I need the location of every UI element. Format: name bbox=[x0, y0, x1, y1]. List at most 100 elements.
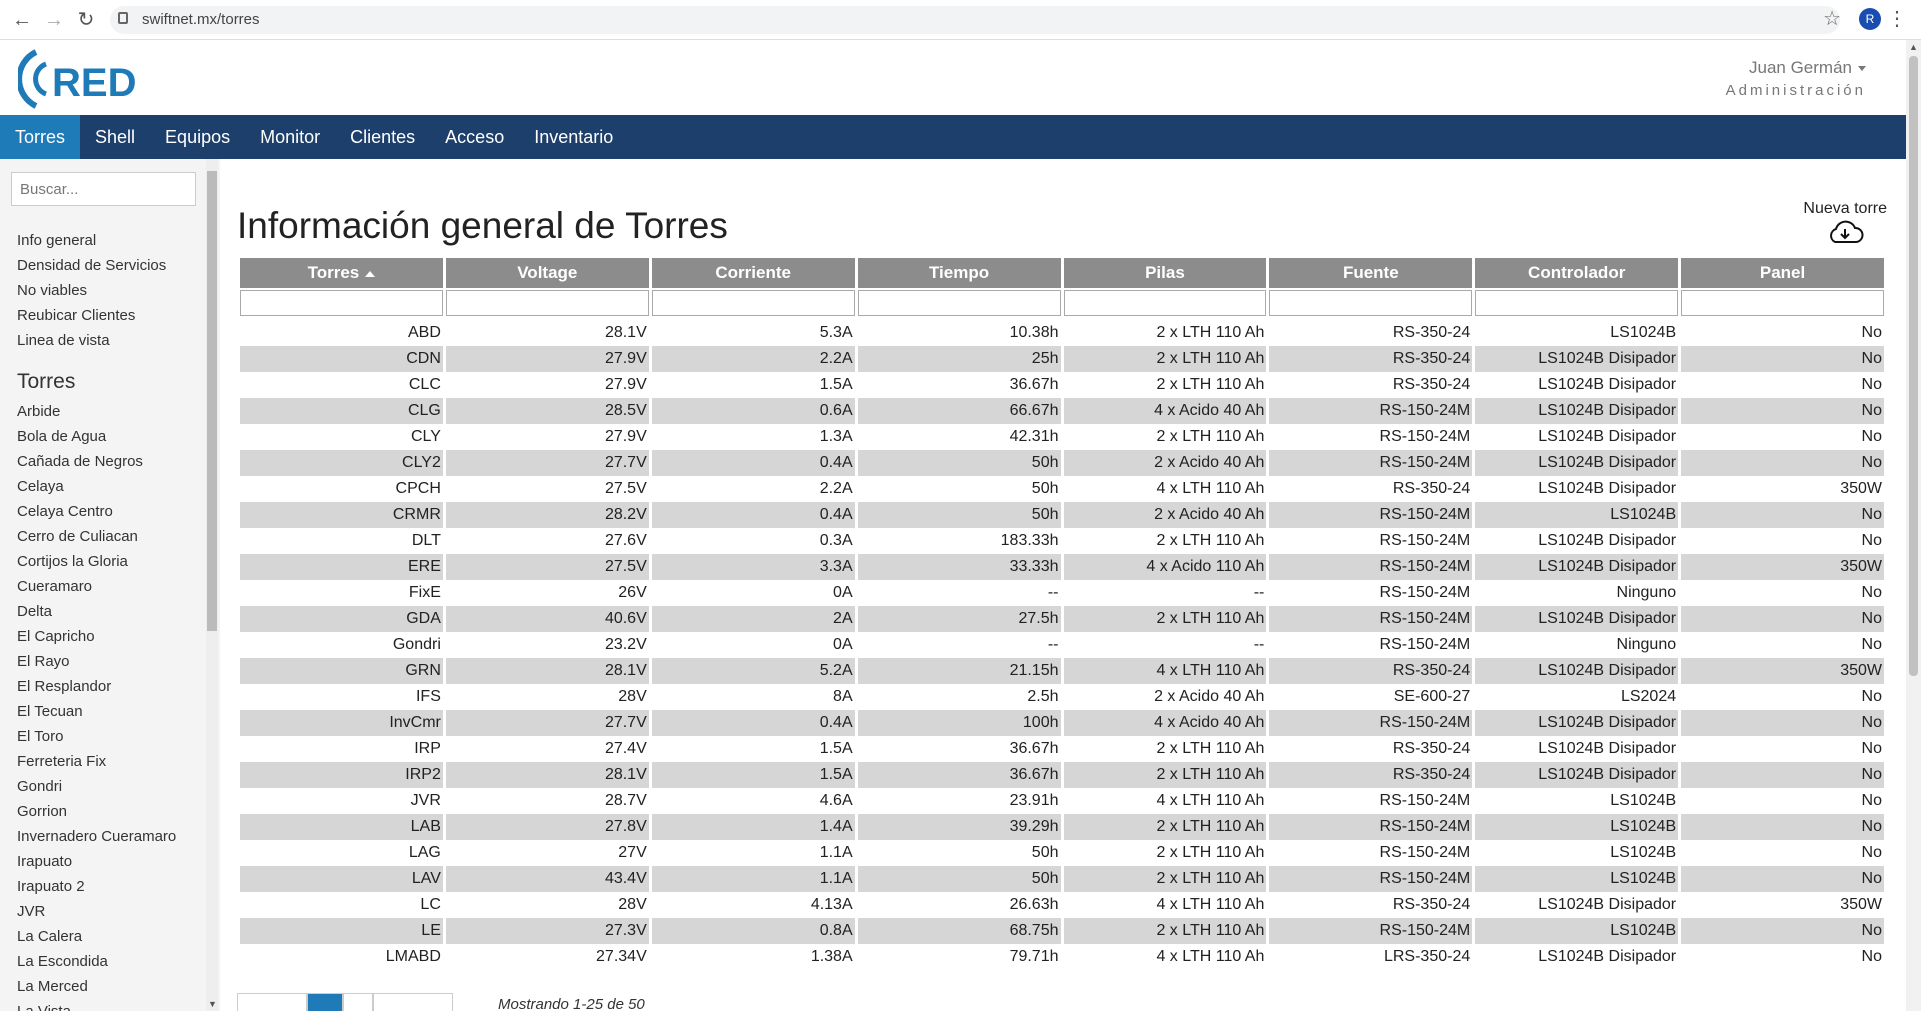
sidebar-tower-item[interactable]: Cerro de Culiacan bbox=[17, 528, 138, 545]
nav-tab-inventario[interactable]: Inventario bbox=[534, 127, 614, 147]
table-row[interactable]: GRN 28.1V 5.2A 21.15h 4 x LTH 110 Ah RS-350-2… bbox=[240, 658, 1884, 684]
sidebar-tower-item[interactable]: El Tecuan bbox=[17, 703, 83, 720]
sidebar-tower-item[interactable]: Gorrion bbox=[17, 803, 68, 820]
table-cell-torres[interactable]: CPCH bbox=[395, 480, 441, 497]
table-row[interactable]: JVR 28.7V 4.6A 23.91h 4 x LTH 110 Ah RS-150-2… bbox=[240, 788, 1884, 814]
table-row[interactable]: LMABD 27.34V 1.38A 79.71h 4 x LTH 110 Ah LRS-… bbox=[240, 944, 1884, 970]
filter-input-voltage[interactable] bbox=[445, 290, 649, 316]
column-header-label[interactable]: Fuente bbox=[1342, 263, 1399, 282]
table-cell-torres[interactable]: ABD bbox=[407, 324, 441, 341]
table-cell-torres[interactable]: CLY2 bbox=[240, 450, 443, 476]
table-cell-torres[interactable]: CRMR bbox=[240, 502, 443, 528]
forward-arrow-icon[interactable]: → bbox=[44, 9, 64, 31]
column-header-pilas[interactable]: Pilas bbox=[1063, 258, 1267, 288]
page-button-active[interactable] bbox=[307, 993, 343, 1011]
new-tower-button[interactable]: Nueva torre bbox=[1803, 200, 1887, 246]
filter-input-pilas[interactable] bbox=[1063, 290, 1267, 316]
table-row[interactable]: LAB 27.8V 1.4A 39.29h 2 x LTH 110 Ah RS-150-2… bbox=[240, 814, 1884, 840]
new-tower-label[interactable]: Nueva torre bbox=[1803, 200, 1887, 217]
table-cell-torres[interactable]: IFS bbox=[415, 688, 441, 705]
table-cell-torres[interactable]: CLG bbox=[240, 398, 443, 424]
filter-input-tiempo[interactable] bbox=[857, 290, 1061, 316]
table-row[interactable]: LAV 43.4V 1.1A 50h 2 x LTH 110 Ah RS-150-24M L… bbox=[240, 866, 1884, 892]
sidebar-tower-item[interactable]: La Escondida bbox=[17, 953, 108, 970]
nav-tab-acceso[interactable]: Acceso bbox=[445, 127, 505, 147]
sidebar-tower-item[interactable]: Arbide bbox=[17, 403, 61, 420]
column-header-corriente[interactable]: Corriente bbox=[651, 258, 855, 288]
nav-tab-clientes[interactable]: Clientes bbox=[350, 127, 416, 147]
table-cell-torres[interactable]: FixE bbox=[408, 584, 441, 601]
sidebar-tower-item[interactable]: Ferreteria Fix bbox=[17, 753, 107, 770]
nav-tab-monitor[interactable]: Monitor bbox=[260, 127, 321, 147]
sidebar-tower-item[interactable]: Irapuato bbox=[17, 853, 73, 870]
bookmark-star-icon[interactable]: ☆ bbox=[1823, 8, 1841, 30]
sidebar-tower-item[interactable]: La Vista bbox=[17, 999, 176, 1011]
column-header-tiempo[interactable]: Tiempo bbox=[857, 258, 1061, 288]
sidebar-tower-item[interactable]: El Capricho bbox=[17, 628, 95, 645]
table-cell-torres[interactable]: LAB bbox=[240, 814, 443, 840]
sidebar-link[interactable]: Reubicar Clientes bbox=[17, 307, 136, 324]
sidebar-tower-item[interactable]: La Merced bbox=[17, 978, 88, 995]
column-header-label[interactable]: Controlador bbox=[1528, 263, 1626, 282]
sidebar-tower-item[interactable]: Cortijos la Gloria bbox=[17, 553, 128, 570]
search-input[interactable] bbox=[11, 172, 196, 206]
column-header-label[interactable]: Voltage bbox=[517, 263, 578, 282]
column-header-label[interactable]: Pilas bbox=[1145, 263, 1185, 282]
user-menu[interactable]: Juan Germán Administración bbox=[1726, 58, 1866, 99]
table-row[interactable]: GDA 40.6V 2A 27.5h 2 x LTH 110 Ah RS-150-24M L… bbox=[240, 606, 1884, 632]
column-header-panel[interactable]: Panel bbox=[1681, 258, 1884, 288]
sidebar-tower-item[interactable]: El Toro bbox=[17, 728, 64, 745]
table-row[interactable]: CPCH 27.5V 2.2A 50h 4 x LTH 110 Ah RS-350-24 L… bbox=[240, 476, 1884, 502]
table-row[interactable]: CLC 27.9V 1.5A 36.67h 2 x LTH 110 Ah RS-350-2… bbox=[240, 372, 1884, 398]
user-name[interactable]: Juan Germán bbox=[1749, 58, 1852, 77]
page-button[interactable] bbox=[237, 993, 307, 1011]
nav-tab-shell[interactable]: Shell bbox=[95, 127, 136, 147]
table-row[interactable]: LE 27.3V 0.8A 68.75h 2 x LTH 110 Ah RS-150-24… bbox=[240, 918, 1884, 944]
column-header-controlador[interactable]: Controlador bbox=[1475, 258, 1679, 288]
table-row[interactable]: ERE 27.5V 3.3A 33.33h 4 x Acido 110 Ah RS-150… bbox=[240, 554, 1884, 580]
table-cell-torres[interactable]: CDN bbox=[240, 346, 443, 372]
column-header-label[interactable]: Torres bbox=[307, 263, 360, 282]
page-scrollbar[interactable]: ▲ bbox=[1906, 40, 1921, 1011]
nav-tab-torres[interactable]: Torres bbox=[0, 115, 81, 159]
sidebar-tower-item[interactable]: El Rayo bbox=[17, 653, 70, 670]
column-header-label[interactable]: Panel bbox=[1759, 263, 1806, 282]
sidebar-tower-item[interactable]: Delta bbox=[17, 603, 53, 620]
table-cell-torres[interactable]: GDA bbox=[240, 606, 443, 632]
filter-input-torres[interactable] bbox=[240, 290, 443, 316]
table-row[interactable]: CDN 27.9V 2.2A 25h 2 x LTH 110 Ah RS-350-24 LS… bbox=[240, 346, 1884, 372]
table-cell-torres[interactable]: ERE bbox=[240, 554, 443, 580]
sidebar-tower-item[interactable]: El Resplandor bbox=[17, 678, 112, 695]
filter-input-panel[interactable] bbox=[1681, 290, 1884, 316]
sidebar-scrollbar[interactable]: ▼ bbox=[206, 159, 218, 1011]
sidebar-tower-item[interactable]: Invernadero Cueramaro bbox=[17, 828, 177, 845]
table-row[interactable]: CLY2 27.7V 0.4A 50h 2 x Acido 40 Ah RS-150-24… bbox=[240, 450, 1884, 476]
sidebar-link[interactable]: Info general bbox=[17, 232, 97, 249]
table-cell-torres[interactable]: CLC bbox=[408, 376, 441, 393]
table-cell-torres[interactable]: IRP bbox=[414, 740, 441, 757]
cloud-download-icon[interactable] bbox=[1825, 220, 1865, 246]
table-cell-torres[interactable]: InvCmr bbox=[240, 710, 443, 736]
nav-tab-equipos[interactable]: Equipos bbox=[165, 127, 231, 147]
table-row[interactable]: DLT 27.6V 0.3A 183.33h 2 x LTH 110 Ah RS-150-… bbox=[240, 528, 1884, 554]
sidebar-link[interactable]: Densidad de Servicios bbox=[17, 257, 167, 274]
sort-asc-icon[interactable] bbox=[365, 270, 376, 277]
table-cell-torres[interactable]: DLT bbox=[411, 532, 441, 549]
table-cell-torres[interactable]: Gondri bbox=[392, 636, 441, 653]
page-button[interactable] bbox=[343, 993, 373, 1011]
back-arrow-icon[interactable]: ← bbox=[12, 9, 32, 31]
table-row[interactable]: IRP 27.4V 1.5A 36.67h 2 x LTH 110 Ah RS-350-2… bbox=[240, 736, 1884, 762]
column-header-torres[interactable]: Torres bbox=[240, 258, 443, 288]
column-header-fuente[interactable]: Fuente bbox=[1269, 258, 1473, 288]
browser-menu-icon[interactable]: ⋮ bbox=[1887, 8, 1907, 30]
table-cell-torres[interactable]: CLY bbox=[410, 428, 441, 445]
page-scroll-thumb[interactable] bbox=[1909, 56, 1918, 676]
table-row[interactable]: LC 28V 4.13A 26.63h 4 x LTH 110 Ah RS-350-24 L… bbox=[240, 892, 1884, 918]
table-row[interactable]: Gondri 23.2V 0A -- -- RS-150-24M Ninguno No bbox=[240, 632, 1884, 658]
table-cell-torres[interactable]: JVR bbox=[410, 792, 441, 809]
address-bar[interactable]: swiftnet.mx/torres bbox=[110, 6, 1840, 34]
sidebar-tower-item[interactable]: Gondri bbox=[17, 778, 63, 795]
table-cell-torres[interactable]: GRN bbox=[240, 658, 443, 684]
column-header-label[interactable]: Corriente bbox=[715, 263, 791, 282]
filter-input-controlador[interactable] bbox=[1475, 290, 1679, 316]
